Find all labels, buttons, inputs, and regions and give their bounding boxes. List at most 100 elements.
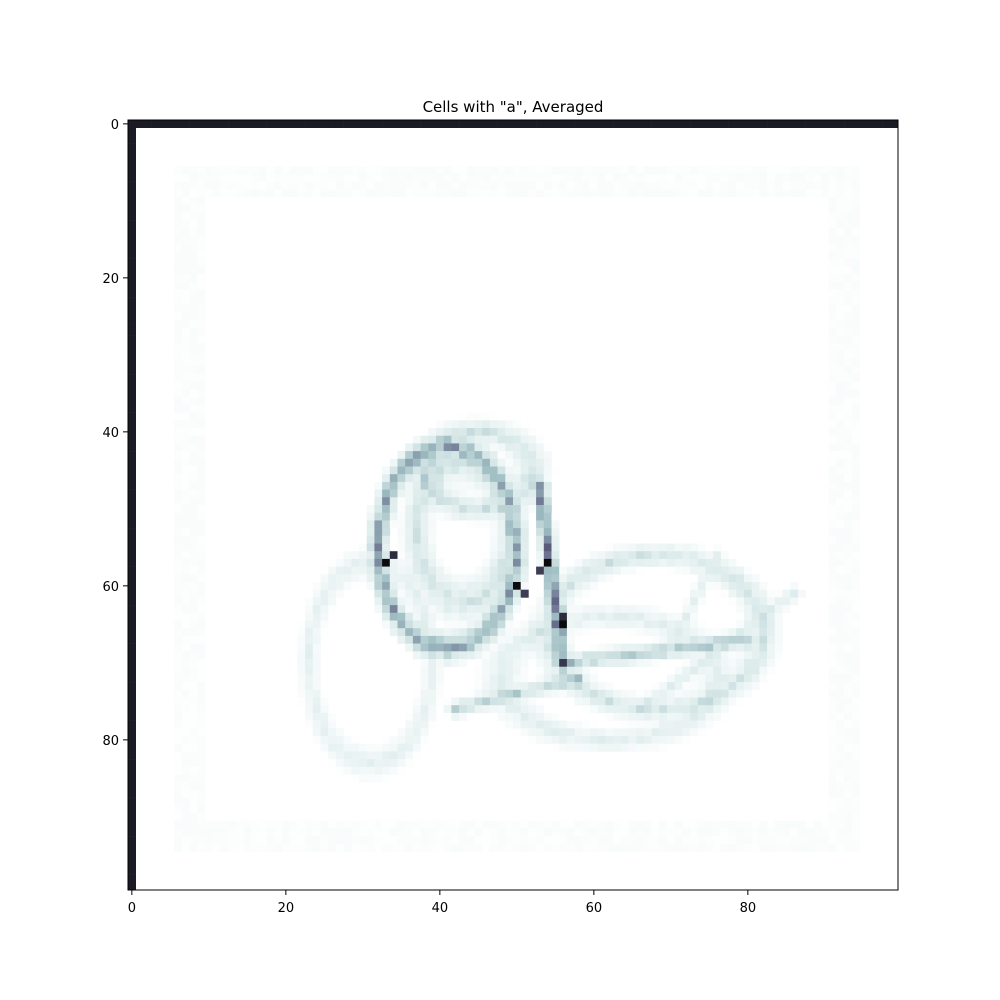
heatmap-cell <box>297 181 306 190</box>
heatmap-cell <box>844 543 853 552</box>
heatmap-cell <box>597 705 606 714</box>
heatmap-cell <box>251 836 260 845</box>
heatmap-cell <box>428 166 437 175</box>
heatmap-cell <box>590 659 598 667</box>
heatmap-cell <box>536 666 545 675</box>
heatmap-cell <box>489 558 498 567</box>
heatmap-cell <box>636 181 645 190</box>
heatmap-cell <box>482 120 491 128</box>
heatmap-cell <box>189 643 198 652</box>
heatmap-cell <box>466 451 475 460</box>
heatmap-cell <box>651 728 660 737</box>
heatmap-cell <box>574 181 583 190</box>
heatmap-cell <box>389 582 398 590</box>
heatmap-cell <box>351 843 360 852</box>
heatmap-cell <box>844 412 853 421</box>
heatmap-cell <box>489 836 498 845</box>
heatmap-cell <box>536 505 545 513</box>
heatmap-cell <box>851 250 860 259</box>
heatmap-cell <box>436 843 444 852</box>
heatmap-cell <box>620 705 629 714</box>
heatmap-cell <box>412 751 421 760</box>
heatmap-cell <box>374 166 383 175</box>
heatmap-cell <box>282 843 290 852</box>
heatmap-cell <box>397 766 406 775</box>
heatmap-cell <box>628 558 637 567</box>
heatmap-cell <box>489 697 498 706</box>
heatmap-cell <box>366 828 375 837</box>
heatmap-cell <box>197 212 206 221</box>
heatmap-cell <box>397 489 406 498</box>
heatmap-cell <box>759 659 768 667</box>
heatmap-cell <box>451 843 460 852</box>
heatmap-cell <box>274 120 283 128</box>
heatmap-cell <box>235 189 244 198</box>
heatmap-cell <box>828 813 837 821</box>
heatmap-cell <box>274 843 283 852</box>
heatmap-cell <box>197 782 206 791</box>
heatmap-cell <box>744 574 752 583</box>
heatmap-cell <box>520 528 529 537</box>
heatmap-cell <box>636 828 645 837</box>
heatmap-cell <box>543 574 552 583</box>
heatmap-cell <box>844 266 853 275</box>
heatmap-cell <box>436 497 444 506</box>
heatmap-cell <box>836 712 845 721</box>
heatmap-cell <box>389 620 398 629</box>
heatmap-cell <box>736 181 745 190</box>
heatmap-cell <box>682 843 691 852</box>
heatmap-cell <box>751 597 760 606</box>
heatmap-cell <box>389 558 398 567</box>
heatmap-cell <box>197 412 206 421</box>
heatmap-cell <box>520 651 529 660</box>
heatmap-cell <box>312 589 321 598</box>
heatmap-cell <box>697 589 706 598</box>
heatmap-cell <box>559 720 568 729</box>
heatmap-cell <box>713 566 722 575</box>
heatmap-cell <box>335 173 344 182</box>
heatmap-cell <box>720 666 729 675</box>
heatmap-cell <box>551 597 560 606</box>
heatmap-cell <box>389 120 398 128</box>
heatmap-cell <box>559 736 568 744</box>
heatmap-cell <box>443 820 452 829</box>
heatmap-cell <box>774 589 783 598</box>
heatmap-cell <box>744 189 752 198</box>
heatmap-cell <box>536 474 545 483</box>
heatmap-cell <box>697 651 706 660</box>
heatmap-cell <box>397 458 406 467</box>
heatmap-cell <box>197 813 206 821</box>
heatmap-cell <box>844 828 853 837</box>
heatmap-cell <box>459 836 468 845</box>
heatmap-cell <box>682 551 691 560</box>
heatmap-cell <box>566 120 575 128</box>
heatmap-cell <box>489 589 498 598</box>
heatmap-cell <box>174 720 183 729</box>
heatmap-cell <box>489 666 498 675</box>
heatmap-cell <box>636 173 645 182</box>
heatmap-cell <box>489 612 498 621</box>
heatmap-cell <box>574 674 583 683</box>
heatmap-cell <box>605 605 614 614</box>
heatmap-cell <box>428 705 437 714</box>
heatmap-cell <box>436 635 444 644</box>
heatmap-cell <box>736 674 745 683</box>
heatmap-cell <box>420 666 429 675</box>
heatmap-cell <box>543 589 552 598</box>
heatmap-cell <box>543 582 552 590</box>
heatmap-cell <box>582 736 591 744</box>
heatmap-cell <box>674 612 683 621</box>
heatmap-cell <box>836 327 845 336</box>
heatmap-cell <box>543 605 552 614</box>
heatmap-cell <box>389 820 398 829</box>
heatmap-cell <box>613 566 622 575</box>
heatmap-cell <box>389 173 398 182</box>
heatmap-cell <box>536 712 545 721</box>
heatmap-cell <box>744 689 752 698</box>
heatmap-cell <box>628 543 637 552</box>
heatmap-cell <box>543 635 552 644</box>
heatmap-cell <box>428 428 437 436</box>
heatmap-cell <box>659 843 668 852</box>
x-tick-label: 60 <box>586 901 603 916</box>
heatmap-cell <box>197 558 206 567</box>
